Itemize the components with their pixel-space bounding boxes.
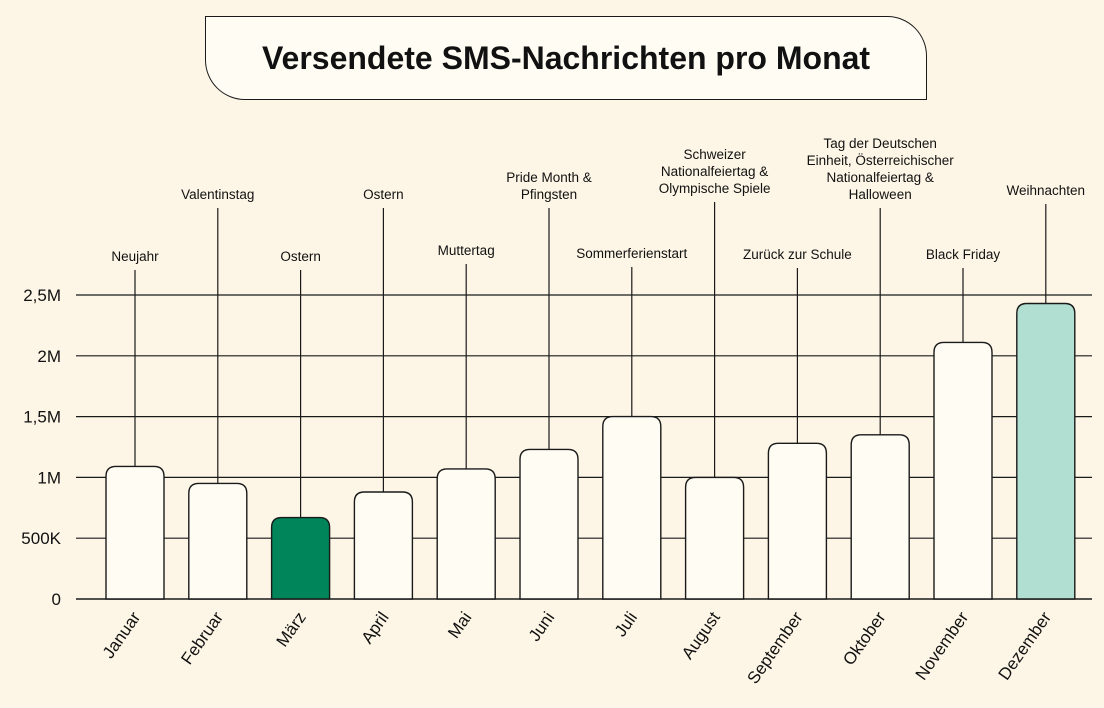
annotation-label: Nationalfeiertag & — [827, 170, 934, 185]
x-tick-label: Juli — [611, 608, 641, 640]
annotation-label: Pfingsten — [521, 187, 577, 202]
x-tick-label: Februar — [177, 608, 227, 668]
annotation-label: Olympische Spiele — [659, 181, 771, 196]
bar-juni — [519, 448, 579, 600]
bar-januar — [105, 465, 165, 600]
y-tick-label: 500K — [21, 529, 61, 548]
y-tick-label: 2M — [37, 347, 61, 366]
annotation-label: Black Friday — [926, 247, 1001, 262]
x-tick-label: August — [678, 608, 724, 662]
y-tick-label: 1,5M — [23, 408, 61, 427]
y-tick-label: 0 — [52, 590, 61, 609]
annotation-label: Halloween — [849, 187, 912, 202]
chart-title: Versendete SMS-Nachrichten pro Monat — [261, 39, 871, 76]
annotation-label: Valentinstag — [181, 187, 254, 202]
y-axis-ticks: 0 500K 1M 1,5M 2M 2,5M — [21, 286, 61, 609]
x-tick-label: November — [912, 608, 973, 683]
y-tick-label: 2,5M — [23, 286, 61, 305]
bar-august — [684, 476, 745, 600]
chart-title-box: Versendete SMS-Nachrichten pro Monat — [205, 16, 927, 100]
x-tick-label: September — [743, 608, 806, 687]
x-tick-label: April — [358, 608, 393, 647]
annotation-label: Einheit, Österreichischer — [807, 153, 955, 168]
x-tick-label: März — [273, 608, 310, 650]
y-tick-label: 1M — [37, 468, 61, 487]
x-tick-label: Mai — [444, 608, 475, 641]
x-tick-label: Dezember — [995, 608, 1056, 683]
annotation-label: Muttertag — [438, 243, 495, 258]
annotation-label: Nationalfeiertag & — [661, 164, 768, 179]
annotation-label: Pride Month & — [506, 170, 592, 185]
bars — [105, 302, 1076, 600]
bar-juli — [602, 415, 662, 600]
annotations: Neujahr Valentinstag Ostern Ostern Muttertag… — [111, 136, 1085, 518]
annotation-label: Sommerferienstart — [576, 246, 687, 261]
annotation-label: Ostern — [280, 249, 321, 264]
bar-dezember — [1016, 302, 1076, 600]
x-tick-label: Oktober — [839, 608, 889, 669]
x-tick-label: Januar — [99, 608, 145, 662]
bar-februar — [188, 482, 248, 600]
annotation-label: Weihnachten — [1007, 183, 1086, 198]
annotation-label: Schweizer — [683, 147, 746, 162]
bar-april — [353, 491, 414, 600]
bar-mai — [436, 468, 496, 600]
annotation-label: Neujahr — [111, 249, 159, 264]
x-axis-labels: Januar Februar März April Mai Juni Juli August S… — [99, 608, 1055, 687]
annotation-label: Tag der Deutschen — [824, 136, 937, 151]
bar-märz — [270, 516, 331, 600]
bar-september — [767, 442, 828, 600]
bar-november — [933, 341, 993, 600]
annotation-label: Zurück zur Schule — [743, 247, 852, 262]
bar-oktober — [850, 434, 910, 600]
x-tick-label: Juni — [525, 608, 558, 644]
annotation-label: Ostern — [363, 187, 404, 202]
